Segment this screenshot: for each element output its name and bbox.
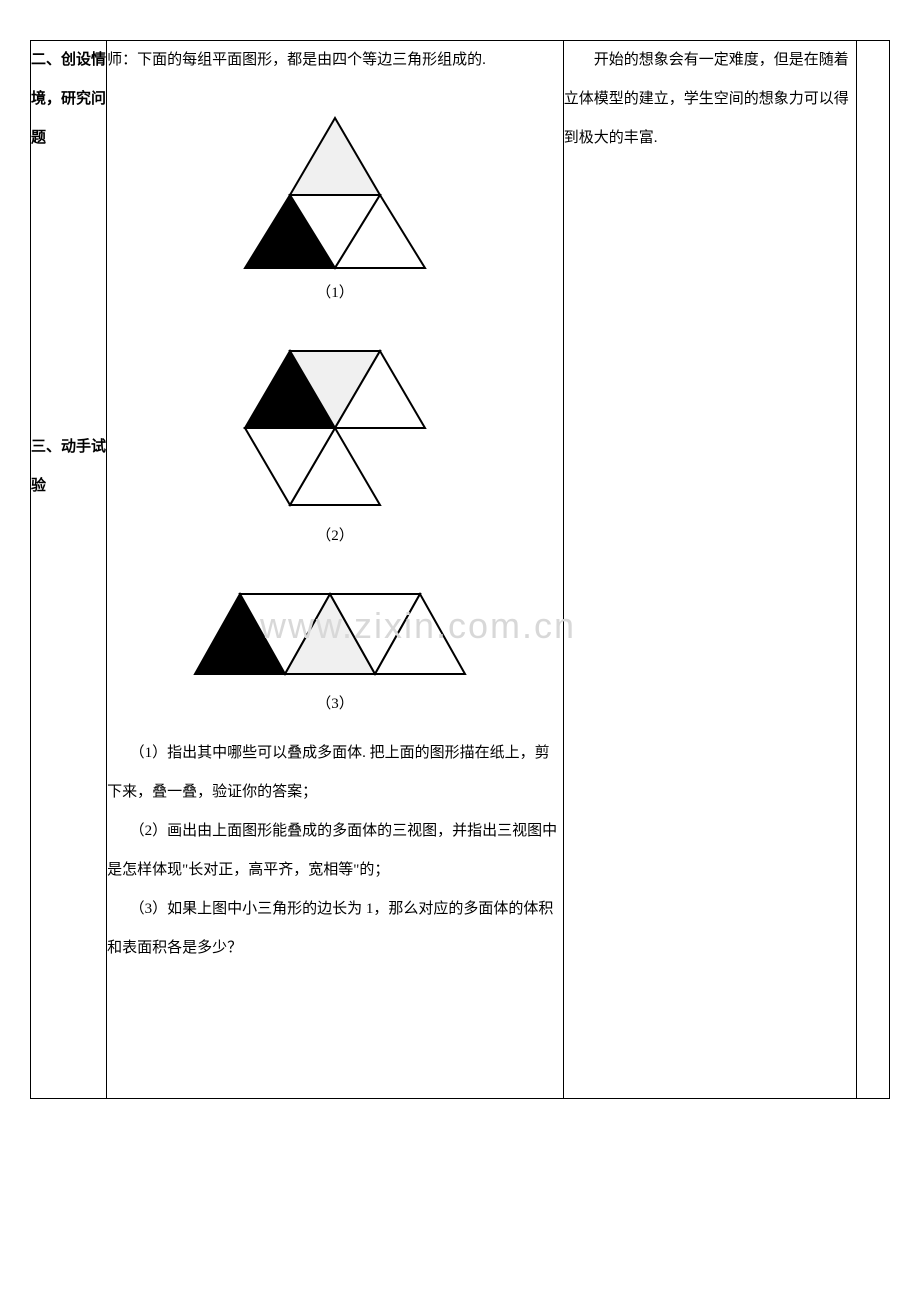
question-2-text: （2）画出由上面图形能叠成的多面体的三视图，并指出三视图中是怎样体现"长对正，高… bbox=[107, 812, 563, 890]
section-column: 二、创设情境，研究问题 三、动手试验 bbox=[31, 41, 107, 1099]
document-table: 二、创设情境，研究问题 三、动手试验 师：下面的每组平面图形，都是由四个等边三角… bbox=[30, 40, 890, 1099]
empty-column bbox=[857, 41, 890, 1099]
figure-1: （1） bbox=[107, 110, 563, 313]
main-column: 师：下面的每组平面图形，都是由四个等边三角形组成的. （1） bbox=[107, 41, 564, 1099]
teacher-intro-text: 师：下面的每组平面图形，都是由四个等边三角形组成的. bbox=[107, 41, 563, 80]
figure-3-label: （3） bbox=[107, 685, 563, 724]
figure-1-svg bbox=[235, 110, 435, 270]
question-1-text: （1）指出其中哪些可以叠成多面体. 把上面的图形描在纸上，剪下来，叠一叠，验证你… bbox=[107, 734, 563, 812]
figure-1-label: （1） bbox=[107, 274, 563, 313]
figure-2: （2） bbox=[107, 343, 563, 556]
notes-column: 开始的想象会有一定难度，但是在随着立体模型的建立，学生空间的想象力可以得到极大的… bbox=[563, 41, 857, 1099]
question-3-text: （3）如果上图中小三角形的边长为 1，那么对应的多面体的体积和表面积各是多少？ bbox=[107, 890, 563, 968]
figure-3: （3） bbox=[107, 586, 563, 724]
figure-3-svg bbox=[185, 586, 485, 681]
notes-text: 开始的想象会有一定难度，但是在随着立体模型的建立，学生空间的想象力可以得到极大的… bbox=[564, 41, 857, 158]
section-2-title: 二、创设情境，研究问题 bbox=[31, 41, 106, 158]
figure-2-label: （2） bbox=[107, 517, 563, 556]
figure-2-svg bbox=[235, 343, 435, 513]
section-3-title: 三、动手试验 bbox=[31, 428, 106, 506]
